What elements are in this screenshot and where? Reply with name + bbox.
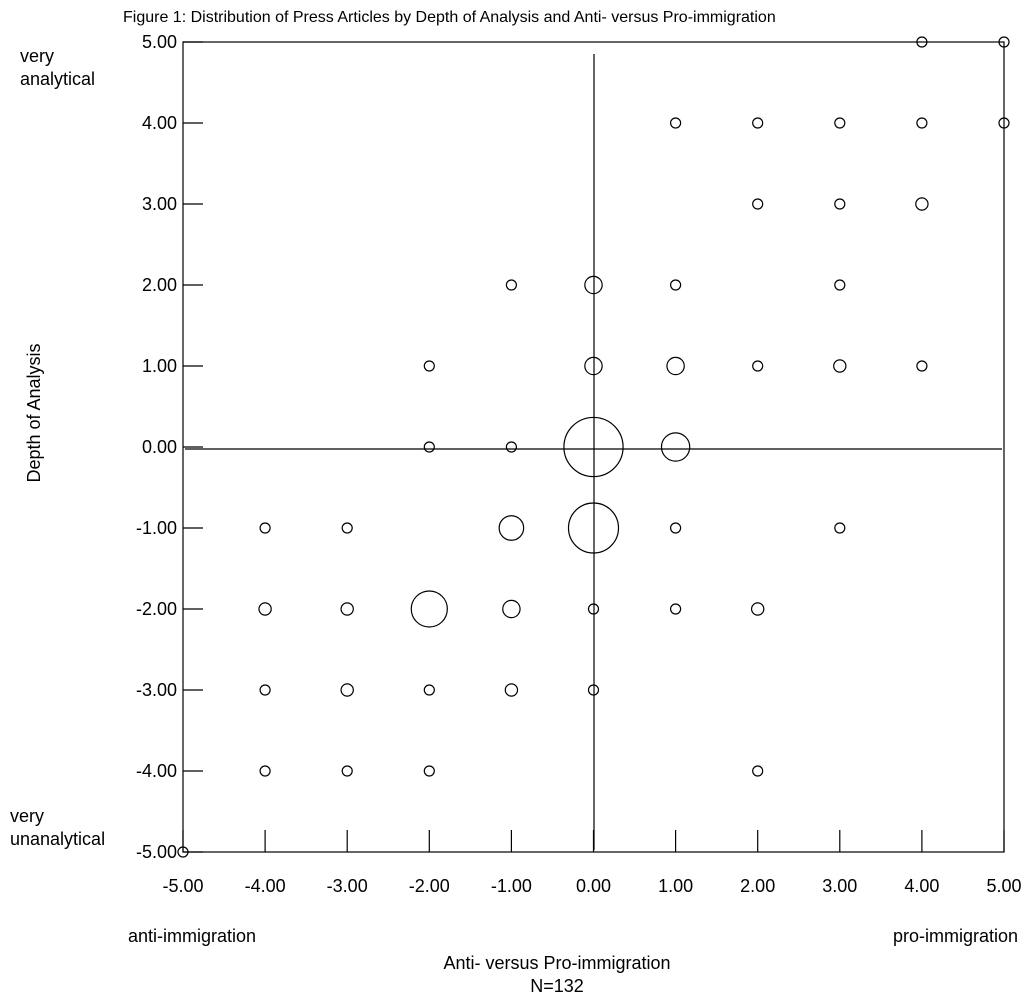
bubble-point bbox=[502, 599, 521, 619]
bubble-point bbox=[660, 432, 691, 462]
bubble-point bbox=[834, 522, 846, 534]
y-tick-label: -4.00 bbox=[136, 761, 177, 781]
bubble-point bbox=[669, 522, 682, 534]
bubble-point bbox=[341, 765, 353, 777]
bubble-point bbox=[423, 441, 435, 453]
y-tick-label: 0.00 bbox=[142, 437, 177, 457]
bubble-point bbox=[669, 279, 682, 291]
x-tick-label: 2.00 bbox=[740, 876, 775, 896]
y-tick-label: -3.00 bbox=[136, 680, 177, 700]
bubble-point bbox=[505, 279, 517, 291]
bubble-point bbox=[340, 602, 354, 616]
y-bottom-label-line2: unanalytical bbox=[10, 829, 105, 849]
data-points bbox=[177, 36, 1010, 858]
x-tick-label: 3.00 bbox=[822, 876, 857, 896]
bubble-point bbox=[259, 522, 271, 534]
x-tick-label: 1.00 bbox=[658, 876, 693, 896]
x-tick-label: -4.00 bbox=[245, 876, 286, 896]
bubble-point bbox=[341, 522, 353, 534]
bubble-point bbox=[587, 684, 600, 696]
x-tick-label: -5.00 bbox=[162, 876, 203, 896]
bubble-point bbox=[563, 416, 624, 478]
x-left-end-label: anti-immigration bbox=[128, 926, 256, 946]
y-tick-label: 2.00 bbox=[142, 275, 177, 295]
bubble-point bbox=[998, 117, 1010, 129]
bubble-point bbox=[584, 356, 603, 376]
bubble-point bbox=[259, 765, 271, 777]
sample-size-note: N=132 bbox=[530, 976, 584, 996]
bubble-point bbox=[423, 360, 435, 372]
bubble-point bbox=[669, 603, 682, 615]
bubble-point bbox=[259, 684, 271, 696]
bubble-point bbox=[750, 602, 765, 616]
bubble-point bbox=[915, 197, 929, 211]
x-tick-label: 5.00 bbox=[986, 876, 1021, 896]
y-tick-label: -5.00 bbox=[136, 842, 177, 862]
bubble-point bbox=[410, 590, 448, 628]
x-axis-label: Anti- versus Pro-immigration bbox=[443, 953, 670, 973]
x-tick-label: -2.00 bbox=[409, 876, 450, 896]
bubble-point bbox=[916, 360, 928, 372]
bubble-point bbox=[916, 117, 928, 129]
bubble-point bbox=[504, 683, 519, 697]
x-tick-label: -1.00 bbox=[491, 876, 532, 896]
bubble-point bbox=[752, 360, 764, 372]
bubble-point bbox=[834, 117, 846, 129]
bubble-point bbox=[584, 275, 603, 295]
bubble-point bbox=[177, 846, 189, 858]
y-tick-label: -1.00 bbox=[136, 518, 177, 538]
bubble-point bbox=[423, 684, 435, 696]
bubble-point bbox=[752, 198, 764, 210]
bubble-point bbox=[258, 602, 272, 616]
bubble-point bbox=[834, 279, 846, 291]
chart-title: Figure 1: Distribution of Press Articles… bbox=[123, 9, 776, 26]
bubble-point bbox=[423, 765, 435, 777]
bubble-point bbox=[498, 515, 525, 541]
y-tick-label: 4.00 bbox=[142, 113, 177, 133]
bubble-point bbox=[752, 117, 764, 129]
y-tick-label: 1.00 bbox=[142, 356, 177, 376]
bubble-point bbox=[834, 198, 846, 210]
bubble-point bbox=[833, 359, 847, 373]
bubble-point bbox=[998, 36, 1010, 48]
bubble-point bbox=[505, 441, 517, 453]
bubble-point bbox=[587, 603, 600, 615]
y-axis: 5.00 4.00 3.00 2.00 1.00 0.00 -1.00 -2.00 -3.00 -… bbox=[136, 32, 203, 862]
x-right-end-label: pro-immigration bbox=[893, 926, 1018, 946]
y-tick-label: 3.00 bbox=[142, 194, 177, 214]
y-bottom-label-line1: very bbox=[10, 806, 44, 826]
bubble-point bbox=[916, 36, 928, 48]
y-tick-label: 5.00 bbox=[142, 32, 177, 52]
bubble-point bbox=[340, 683, 354, 697]
x-tick-label: 0.00 bbox=[576, 876, 611, 896]
y-tick-label: -2.00 bbox=[136, 599, 177, 619]
bubble-point bbox=[669, 117, 682, 129]
bubble-point bbox=[752, 765, 764, 777]
x-axis: -5.00 -4.00 -3.00 -2.00 -1.00 0.00 1.00 2.00 3.0… bbox=[162, 830, 1022, 896]
x-tick-label: 4.00 bbox=[904, 876, 939, 896]
y-top-label-line2: analytical bbox=[20, 69, 95, 89]
y-axis-label: Depth of Analysis bbox=[24, 343, 44, 482]
bubble-point bbox=[666, 356, 685, 376]
x-tick-label: -3.00 bbox=[327, 876, 368, 896]
y-top-label-line1: very bbox=[20, 46, 54, 66]
bubble-point bbox=[567, 502, 620, 554]
